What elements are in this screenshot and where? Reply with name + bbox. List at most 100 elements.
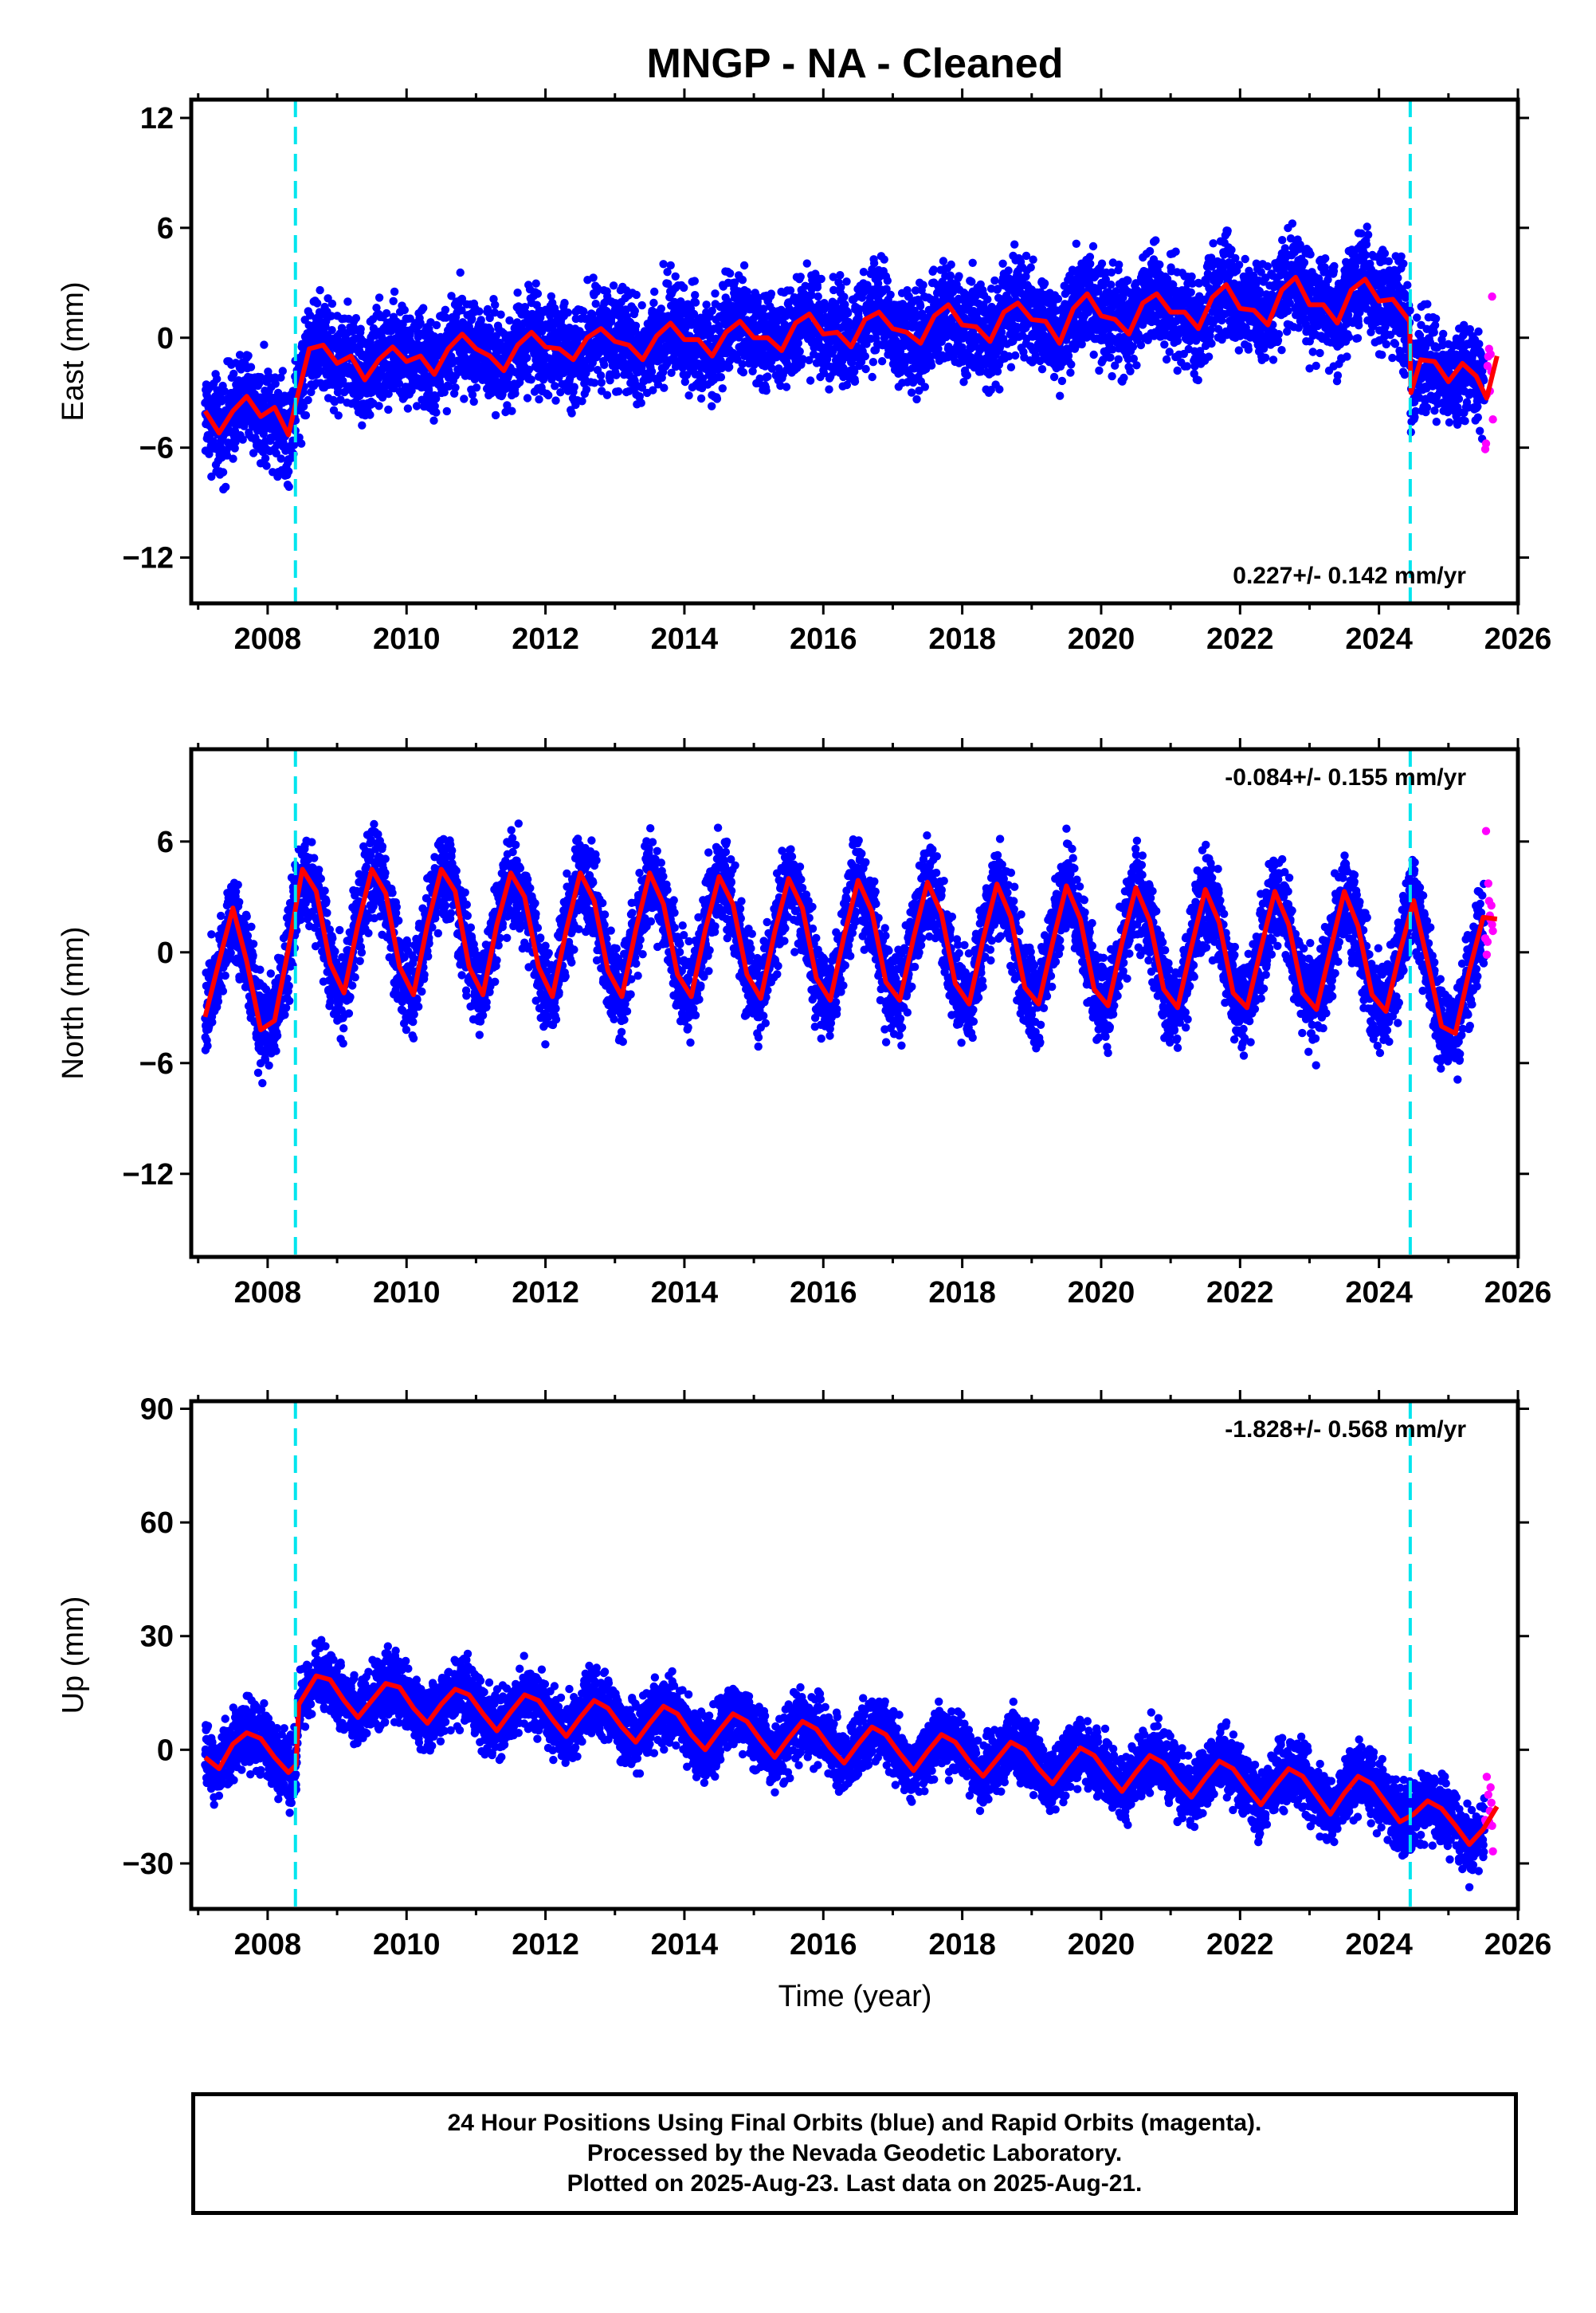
final-orbit-point (511, 389, 520, 398)
final-orbit-point (1097, 259, 1107, 268)
final-orbit-point (659, 260, 668, 269)
final-orbit-point (429, 416, 438, 425)
final-orbit-point (366, 410, 374, 419)
final-orbit-point (990, 276, 999, 285)
final-orbit-point (567, 409, 576, 418)
final-orbit-point (533, 289, 543, 298)
final-orbit-point (523, 353, 531, 363)
final-orbit-point (762, 387, 771, 395)
final-orbit-point (333, 387, 343, 397)
final-orbit-point (1010, 240, 1019, 249)
final-orbit-point (869, 358, 878, 367)
final-orbit-point (919, 281, 927, 289)
final-orbit-point (711, 289, 720, 298)
east-panel: 2008 2010 2012 2014 2016 2018 2020 2022 2024 2026… (57, 88, 1551, 656)
final-orbit-point (920, 383, 930, 391)
final-orbit-point (614, 387, 623, 396)
final-orbit-point (222, 482, 230, 492)
final-orbit-point (299, 402, 308, 411)
final-orbit-point (229, 454, 237, 463)
final-orbit-point (786, 286, 795, 295)
final-orbit-point (382, 308, 391, 318)
final-orbit-point (513, 289, 522, 297)
final-orbit-point (609, 281, 618, 290)
final-orbit-point (316, 285, 324, 295)
final-orbit-point (927, 361, 936, 370)
final-orbit-point (726, 269, 735, 278)
final-orbit-point (680, 283, 688, 293)
final-orbit-point (880, 255, 888, 264)
final-orbit-point (213, 375, 222, 383)
final-orbit-point (795, 347, 804, 356)
final-orbit-point (316, 367, 325, 375)
final-orbit-point (351, 314, 361, 323)
final-orbit-point (813, 283, 822, 292)
final-orbit-point (209, 437, 218, 446)
final-orbit-point (432, 320, 441, 330)
final-orbit-point (1132, 361, 1141, 370)
final-orbit-point (660, 383, 669, 392)
final-orbit-point (249, 449, 258, 457)
final-orbit-point (696, 394, 706, 403)
final-orbit-point (260, 340, 269, 349)
final-orbit-point (445, 382, 453, 391)
final-orbit-point (690, 277, 699, 285)
final-orbit-point (630, 306, 639, 316)
final-orbit-point (531, 279, 540, 288)
final-orbit-point (939, 257, 948, 265)
final-orbit-point (551, 382, 559, 391)
final-orbit-point (1037, 365, 1047, 374)
final-orbit-point (246, 363, 256, 371)
final-orbit-point (708, 402, 716, 410)
final-orbit-point (1066, 368, 1075, 377)
final-orbit-point (304, 395, 312, 405)
final-orbit-point (883, 277, 892, 285)
final-orbit-point (739, 261, 749, 270)
final-orbit-point (637, 399, 645, 407)
final-orbit-point (1145, 246, 1155, 256)
final-orbit-point (767, 289, 776, 298)
final-orbit-point (469, 397, 478, 406)
final-orbit-point (691, 291, 700, 300)
final-orbit-point (400, 305, 409, 315)
final-orbit-point (963, 371, 972, 380)
final-orbit-point (563, 308, 572, 317)
final-orbit-point (523, 394, 532, 403)
final-orbit-point (440, 388, 449, 397)
final-orbit-point (1053, 294, 1063, 304)
final-orbit-point (384, 390, 393, 399)
final-orbit-point (276, 454, 285, 463)
final-orbit-point (527, 375, 535, 384)
final-orbit-point (496, 310, 505, 319)
final-orbit-point (230, 444, 239, 453)
final-orbit-point (1040, 279, 1049, 288)
final-orbit-point (218, 468, 228, 477)
final-orbit-point (1011, 351, 1020, 360)
final-orbit-point (998, 259, 1007, 268)
final-orbit-point (229, 369, 238, 379)
final-orbit-point (840, 293, 849, 301)
final-orbit-point (276, 373, 285, 382)
final-orbit-point (868, 372, 876, 382)
final-orbit-point (339, 376, 347, 385)
final-orbit-point (432, 394, 441, 403)
final-orbit-point (597, 378, 606, 387)
final-orbit-point (524, 365, 534, 374)
final-orbit-point (637, 300, 646, 310)
final-orbit-point (235, 351, 245, 359)
final-orbit-point (551, 396, 560, 405)
final-orbit-point (912, 395, 921, 404)
final-orbit-point (238, 435, 247, 444)
final-orbit-point (916, 301, 925, 311)
final-orbit-point (1056, 391, 1065, 400)
final-orbit-point (262, 461, 271, 470)
final-orbit-point (1004, 266, 1013, 275)
final-orbit-point (802, 259, 811, 268)
final-orbit-point (485, 313, 494, 323)
final-orbit-point (284, 482, 293, 491)
final-orbit-point (418, 395, 426, 404)
final-orbit-point (869, 259, 879, 268)
final-orbit-point (244, 351, 253, 360)
final-orbit-point (600, 360, 609, 369)
final-orbit-point (684, 391, 693, 400)
